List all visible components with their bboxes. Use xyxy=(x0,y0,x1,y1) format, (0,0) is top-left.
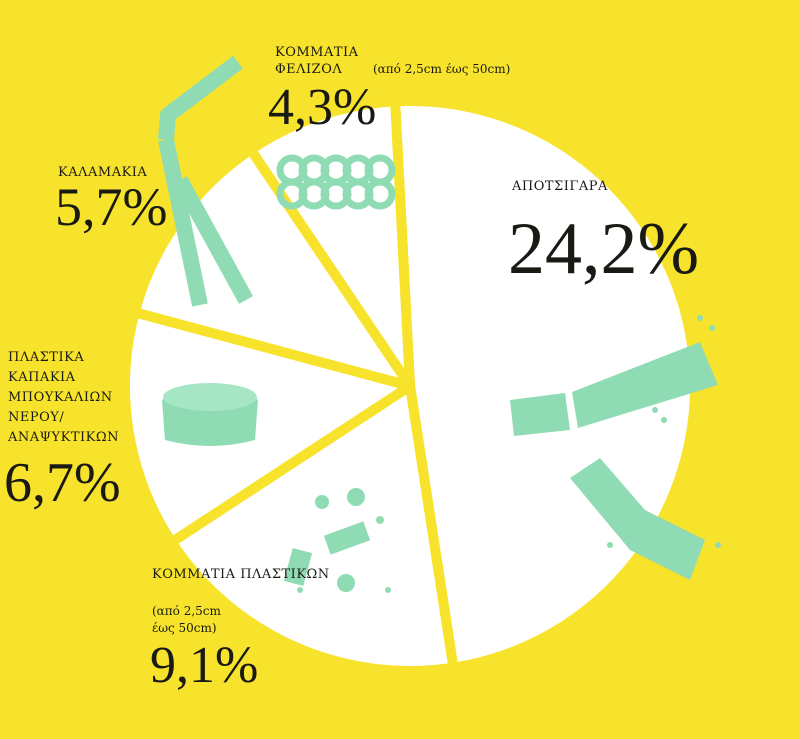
label-styrofoam: ΚΟΜΜΑΤΙΑ ΦΕΛΙΖΟΛ xyxy=(275,45,359,77)
ash-particle-icon xyxy=(697,315,703,321)
straw-icon xyxy=(158,138,208,307)
value-straws: 5,7% xyxy=(55,177,168,237)
plastic-piece-icon xyxy=(323,521,371,555)
straw-icon xyxy=(172,176,254,304)
label-bottle-caps: ΠΛΑΣΤΙΚΑ ΚΑΠΑΚΙΑ ΜΠΟΥΚΑΛΙΩΝ ΝΕΡΟΥ/ ΑΝΑΨΥ… xyxy=(8,350,120,445)
ash-particle-icon xyxy=(709,325,715,331)
plastic-piece-icon xyxy=(283,547,313,587)
ash-particle-icon xyxy=(715,542,721,548)
ash-particle-icon xyxy=(652,407,658,413)
label-plastic-pieces: ΚΟΜΜΑΤΙΑ ΠΛΑΣΤΙΚΩΝ xyxy=(152,567,330,582)
value-styrofoam: 4,3% xyxy=(268,79,377,136)
plastic-piece-icon xyxy=(337,574,355,592)
styrofoam-icon xyxy=(364,178,396,210)
ash-particle-icon xyxy=(661,417,667,423)
value-plastic-pieces: 9,1% xyxy=(150,637,259,694)
cigarette-butt-icon xyxy=(570,458,705,580)
plastic-piece-icon xyxy=(297,587,303,593)
plastic-piece-icon xyxy=(385,587,391,593)
note-styrofoam: (από 2,5cm έως 50cm) xyxy=(373,62,511,76)
cigarette-butt-icon xyxy=(510,393,570,436)
ash-particle-icon xyxy=(607,542,613,548)
pie-slice-plastic-pieces xyxy=(166,381,459,676)
label-straws: ΚΑΛΑΜΑΚΙΑ xyxy=(58,165,148,180)
value-cigarettes: 24,2% xyxy=(508,208,700,290)
plastic-piece-icon xyxy=(376,516,384,524)
label-cigarettes: ΑΠΟΤΣΙΓΑΡΑ xyxy=(512,179,608,194)
straw-icon xyxy=(158,55,243,141)
value-bottle-caps: 6,7% xyxy=(4,452,121,514)
note-plastic-pieces: (από 2,5cm έως 50cm) xyxy=(152,604,221,635)
plastic-piece-icon xyxy=(315,495,329,509)
bottle-cap-top-icon xyxy=(163,383,257,411)
cigarette-butt-icon xyxy=(572,342,718,428)
plastic-piece-icon xyxy=(347,488,365,506)
